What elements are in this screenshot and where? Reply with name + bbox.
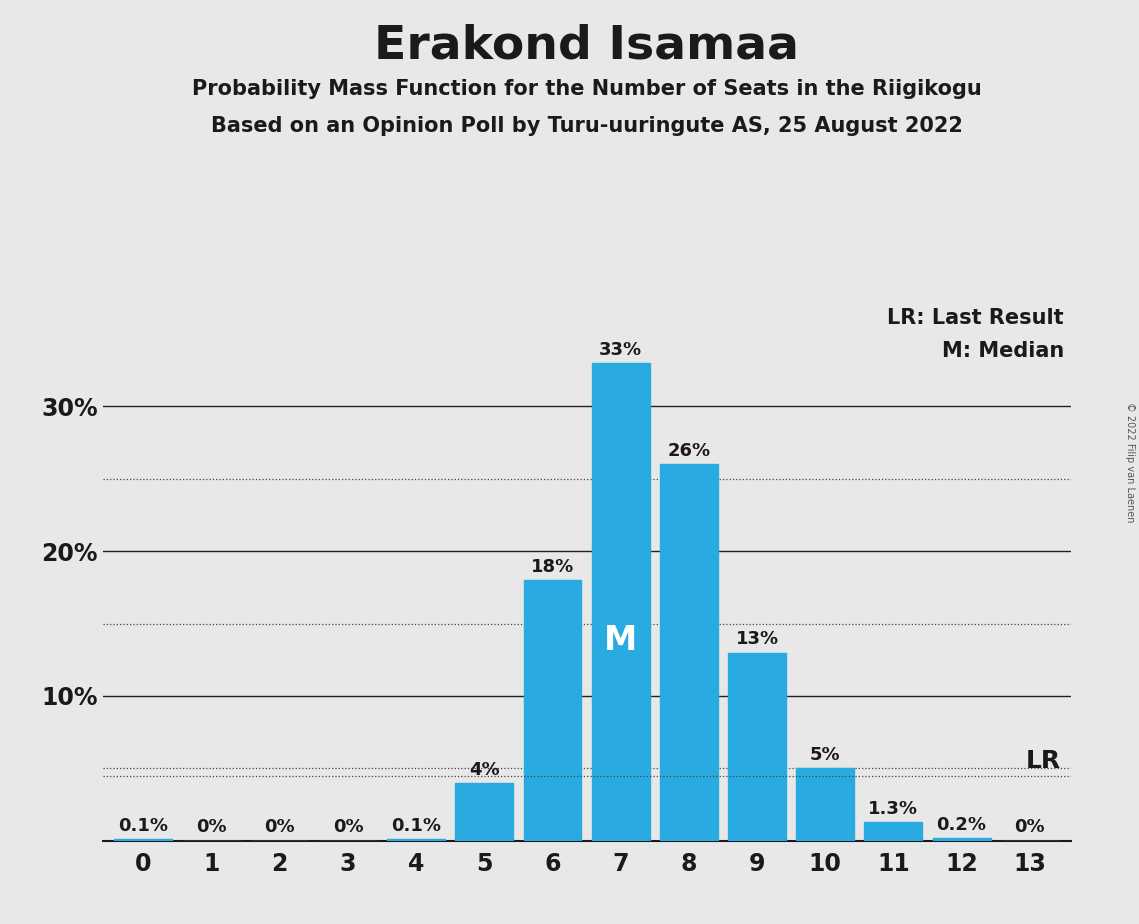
Text: 0%: 0% <box>333 819 363 836</box>
Bar <box>387 839 445 841</box>
Text: 33%: 33% <box>599 341 642 359</box>
Text: 0.1%: 0.1% <box>118 817 169 835</box>
Text: 4%: 4% <box>469 760 500 779</box>
Bar <box>796 769 854 841</box>
Text: 13%: 13% <box>736 630 779 649</box>
Bar <box>524 580 582 841</box>
Bar <box>933 838 991 841</box>
Text: 1.3%: 1.3% <box>868 799 918 818</box>
Text: 18%: 18% <box>531 558 574 576</box>
Bar <box>456 783 514 841</box>
Bar <box>114 839 172 841</box>
Text: 0%: 0% <box>1015 819 1046 836</box>
Text: 5%: 5% <box>810 746 841 764</box>
Bar <box>865 822 923 841</box>
Bar <box>728 652 786 841</box>
Text: Erakond Isamaa: Erakond Isamaa <box>374 23 800 68</box>
Bar <box>591 363 649 841</box>
Text: 0.1%: 0.1% <box>391 817 441 835</box>
Text: M: M <box>604 624 638 657</box>
Text: 0%: 0% <box>264 819 295 836</box>
Text: 26%: 26% <box>667 442 711 460</box>
Text: © 2022 Filip van Laenen: © 2022 Filip van Laenen <box>1125 402 1134 522</box>
Text: Based on an Opinion Poll by Turu-uuringute AS, 25 August 2022: Based on an Opinion Poll by Turu-uuringu… <box>211 116 962 136</box>
Text: Probability Mass Function for the Number of Seats in the Riigikogu: Probability Mass Function for the Number… <box>191 79 982 99</box>
Text: LR: LR <box>1025 748 1060 772</box>
Bar <box>659 464 718 841</box>
Text: LR: Last Result: LR: Last Result <box>887 308 1064 328</box>
Text: 0%: 0% <box>196 819 227 836</box>
Text: M: Median: M: Median <box>942 341 1064 361</box>
Text: 0.2%: 0.2% <box>936 816 986 833</box>
